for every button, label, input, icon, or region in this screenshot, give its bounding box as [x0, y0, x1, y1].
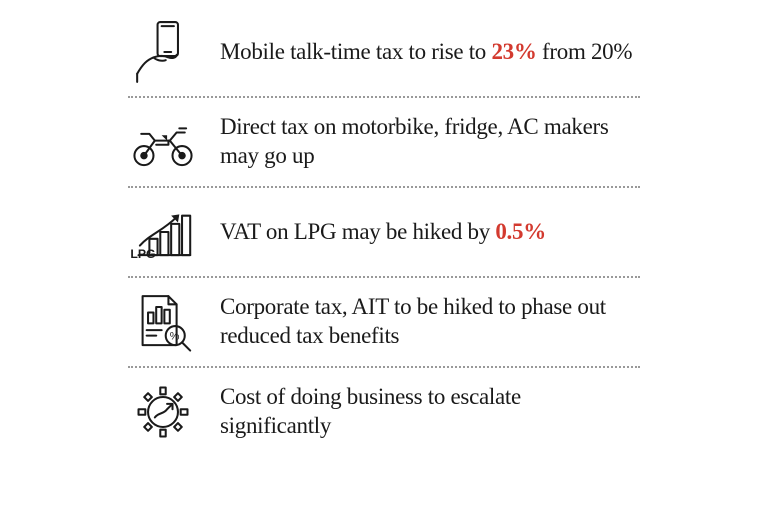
text-pre: Corporate tax, AIT to be hiked to phase …	[220, 294, 606, 348]
svg-text:%: %	[170, 331, 180, 343]
list-item-text: Corporate tax, AIT to be hiked to phase …	[220, 293, 636, 351]
list-item-text: VAT on LPG may be hiked by 0.5%	[220, 218, 636, 247]
text-post: from 20%	[537, 39, 633, 64]
infographic-list: Mobile talk-time tax to rise to 23% from…	[124, 0, 644, 464]
document-chart-icon: %	[124, 288, 202, 356]
list-item: Direct tax on motorbike, fridge, AC make…	[124, 98, 644, 186]
list-item-text: Direct tax on motorbike, fridge, AC make…	[220, 113, 636, 171]
text-highlight: 23%	[491, 39, 536, 64]
list-item-text: Cost of doing business to escalate signi…	[220, 383, 636, 441]
mobile-hand-icon	[124, 18, 202, 86]
list-item: % Corporate tax, AIT to be hiked to phas…	[124, 278, 644, 366]
text-pre: Direct tax on motorbike, fridge, AC make…	[220, 114, 609, 168]
list-item: Cost of doing business to escalate signi…	[124, 368, 644, 456]
list-item: Mobile talk-time tax to rise to 23% from…	[124, 8, 644, 96]
text-pre: Cost of doing business to escalate signi…	[220, 384, 521, 438]
svg-text:LPG: LPG	[130, 247, 155, 261]
text-pre: Mobile talk-time tax to rise to	[220, 39, 491, 64]
gear-arrow-icon	[124, 378, 202, 446]
motorbike-icon	[124, 108, 202, 176]
text-pre: VAT on LPG may be hiked by	[220, 219, 495, 244]
text-highlight: 0.5%	[495, 219, 546, 244]
list-item-text: Mobile talk-time tax to rise to 23% from…	[220, 38, 636, 67]
lpg-chart-icon: LPG	[124, 198, 202, 266]
list-item: LPG VAT on LPG may be hiked by 0.5%	[124, 188, 644, 276]
